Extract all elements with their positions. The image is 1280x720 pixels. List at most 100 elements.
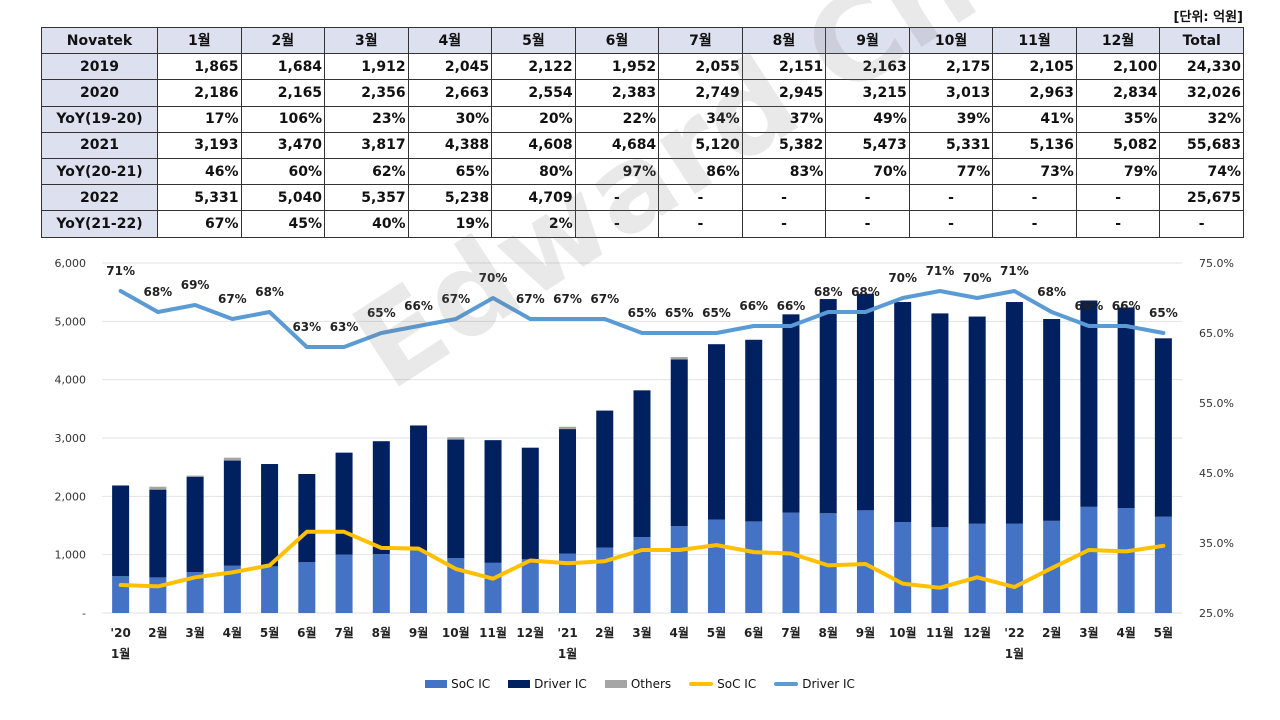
table-cell: -: [741, 184, 827, 212]
bar-soc-ic: [335, 554, 353, 613]
table-cell: 1,912: [324, 53, 409, 81]
y-left-tick-label: 6,000: [55, 257, 87, 270]
data-label: 69%: [181, 278, 210, 292]
table-cell: 2,175: [908, 53, 994, 81]
table-cell: 2,963: [992, 79, 1077, 107]
bar-driver-ic: [596, 410, 614, 548]
data-label: 68%: [143, 285, 172, 299]
bar-soc-ic: [298, 562, 316, 613]
legend-label: Driver IC: [802, 676, 855, 691]
table-cell: 5,331: [908, 131, 994, 159]
data-label: 71%: [1000, 264, 1029, 278]
data-label: 67%: [441, 292, 470, 306]
data-label: 70%: [963, 271, 992, 285]
bar-soc-ic: [484, 562, 502, 613]
bar-soc-ic: [559, 553, 577, 613]
table-cell: 1,952: [574, 53, 660, 81]
bar-soc-ic: [894, 522, 912, 613]
bar-driver-ic: [745, 339, 763, 522]
table-cell: 62%: [324, 157, 409, 186]
data-label: 68%: [1037, 285, 1066, 299]
table-cell: 35%: [1075, 105, 1161, 133]
x-tick-label: 1월: [1005, 646, 1024, 661]
table-cell: 5,136: [992, 131, 1077, 159]
bar-soc-ic: [596, 547, 614, 613]
table-cell: -: [1159, 210, 1244, 238]
row-label: 2020: [41, 79, 158, 107]
bar-driver-ic: [1154, 338, 1172, 517]
y-left-tick-label: 5,000: [55, 315, 87, 328]
x-tick-label: 7월: [781, 625, 800, 640]
data-label: 65%: [702, 306, 731, 320]
y-right-tick-label: 45.0%: [1199, 467, 1234, 480]
bar-driver-ic: [968, 316, 986, 524]
x-tick-label: 2월: [148, 625, 167, 640]
bar-soc-ic: [633, 537, 651, 613]
bar-soc-ic: [1117, 508, 1135, 613]
data-label: 71%: [106, 264, 135, 278]
y-left-tick-label: 2,000: [55, 490, 87, 503]
table-cell: 22%: [574, 105, 660, 133]
table-cell: 49%: [825, 105, 910, 133]
table-row: YoY(19-20) 17% 106% 23% 30% 20% 22% 34% 37% 49% 39…: [41, 105, 1244, 133]
table-cell: 17%: [157, 105, 242, 133]
table-cell: 2%: [491, 210, 576, 238]
data-label: 66%: [404, 299, 433, 313]
bar-driver-ic: [335, 452, 353, 555]
y-right-tick-label: 65.0%: [1199, 327, 1234, 340]
table-cell: 5,120: [658, 131, 743, 159]
table-cell: 80%: [491, 157, 576, 186]
bar-soc-ic: [112, 576, 130, 613]
bar-driver-ic: [372, 441, 390, 555]
bar-driver-ic: [819, 299, 837, 514]
table-cell: 39%: [908, 105, 994, 133]
table-cell: 19%: [407, 210, 493, 238]
legend-swatch: [508, 680, 531, 688]
table-cell: 2,383: [574, 79, 660, 107]
bar-driver-ic: [670, 359, 688, 527]
table-corner-label: Novatek: [41, 26, 158, 55]
table-cell: -: [574, 210, 660, 238]
bar-driver-ic: [1117, 307, 1135, 508]
x-tick-label: 7월: [334, 625, 353, 640]
x-tick-label: 12월: [516, 625, 544, 640]
table-cell: 3,817: [324, 131, 409, 159]
table-cell: 2,834: [1075, 79, 1161, 107]
table-header-cell: 5월: [491, 26, 576, 55]
table-header-cell: 12월: [1075, 26, 1161, 55]
chart: - 1,000 2,000 3,000 4,000 5,000 6,000 25.0% 35.0…: [55, 257, 1234, 661]
table-cell: 2,945: [741, 79, 827, 107]
table-cell: 45%: [240, 210, 326, 238]
data-label: 65%: [628, 306, 657, 320]
bar-driver-ic: [931, 313, 949, 528]
table-cell: 5,040: [240, 184, 326, 212]
table-cell: 5,238: [407, 184, 493, 212]
bar-driver-ic: [186, 476, 204, 573]
x-tick-label: 3월: [632, 625, 651, 640]
table-cell: 4,709: [491, 184, 576, 212]
y-left-tick-label: -: [82, 607, 86, 620]
table-cell: 4,388: [407, 131, 493, 159]
table-header-cell: 6월: [574, 26, 660, 55]
table-header-cell: 11월: [992, 26, 1077, 55]
legend-swatch: [425, 680, 448, 688]
table-cell: 73%: [992, 157, 1077, 186]
x-tick-label: 12월: [963, 625, 991, 640]
data-label: 68%: [814, 285, 843, 299]
table-header-cell: 4월: [407, 26, 493, 55]
bar-others: [559, 426, 577, 430]
table-header-cell: 8월: [741, 26, 827, 55]
x-tick-label: 6월: [744, 625, 763, 640]
table-cell: 60%: [240, 157, 326, 186]
table-cell: 1,684: [240, 53, 326, 81]
bar-soc-ic: [931, 527, 949, 613]
bar-others: [670, 357, 688, 360]
legend: SoC IC Driver IC Others SoC IC Driver IC: [0, 676, 1280, 691]
row-label: YoY(19-20): [41, 105, 158, 133]
table-cell: -: [658, 210, 743, 238]
table-row: 2019 1,865 1,684 1,912 2,045 2,122 1,952 2,055 2…: [41, 53, 1244, 81]
bar-soc-ic: [186, 572, 204, 613]
table-cell: -: [992, 210, 1077, 238]
bar-soc-ic: [856, 510, 874, 613]
y-right-tick-label: 55.0%: [1199, 397, 1234, 410]
